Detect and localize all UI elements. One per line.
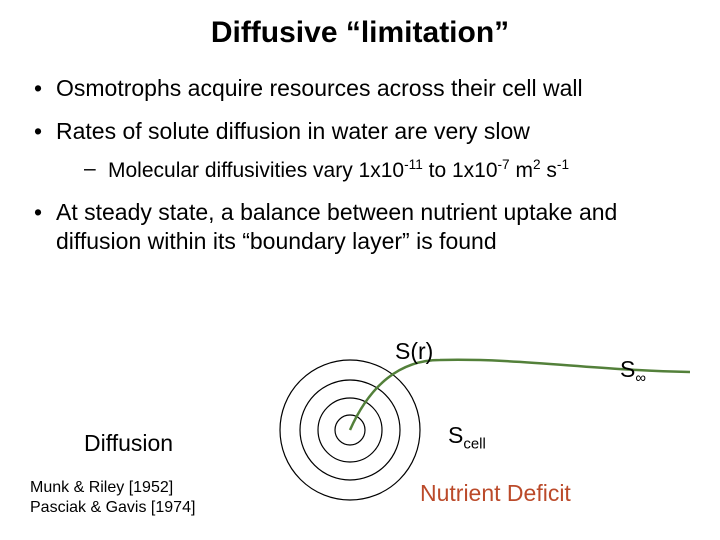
nutrient-deficit-label: Nutrient Deficit: [420, 480, 571, 507]
sub-b-sp: m: [510, 159, 533, 182]
sub-b-mid: to 1x10: [423, 159, 498, 182]
ref-2: Pasciak & Gavis [1974]: [30, 498, 195, 518]
bullet-3: At steady state, a balance between nutri…: [30, 198, 690, 256]
ref-1: Munk & Riley [1952]: [30, 478, 195, 498]
sub-bullet-list: Molecular diffusivities vary 1x10-11 to …: [56, 156, 690, 184]
bullet-1: Osmotrophs acquire resources across thei…: [30, 74, 690, 103]
scell-pre: S: [448, 422, 463, 448]
slide-title: Diffusive “limitation”: [0, 0, 720, 60]
bullet-2-text: Rates of solute diffusion in water are v…: [56, 118, 530, 144]
scell-sub: cell: [463, 436, 485, 453]
sub-b-exp4: -1: [557, 157, 569, 172]
diffusion-label: Diffusion: [84, 430, 173, 457]
sinf-sub: ∞: [635, 370, 646, 387]
sub-b-sp2: s: [541, 159, 557, 182]
content-area: Osmotrophs acquire resources across thei…: [0, 74, 720, 255]
sub-bullet-1: Molecular diffusivities vary 1x10-11 to …: [56, 156, 690, 184]
sub-b-exp1: -11: [404, 157, 423, 172]
sub-b-exp3: 2: [533, 157, 541, 172]
sub-b-exp2: -7: [498, 157, 510, 172]
sinf-pre: S: [620, 356, 635, 382]
bullet-list: Osmotrophs acquire resources across thei…: [30, 74, 690, 255]
sr-label: S(r): [395, 338, 433, 365]
sub-b-pre: Molecular diffusivities vary 1x10: [108, 159, 404, 182]
diagram-area: S(r) S∞ Scell Nutrient Deficit Diffusion…: [0, 320, 720, 540]
references: Munk & Riley [1952] Pasciak & Gavis [197…: [30, 478, 195, 518]
s-cell-label: Scell: [448, 422, 486, 453]
bullet-2: Rates of solute diffusion in water are v…: [30, 117, 690, 184]
s-infinity-label: S∞: [620, 356, 646, 387]
